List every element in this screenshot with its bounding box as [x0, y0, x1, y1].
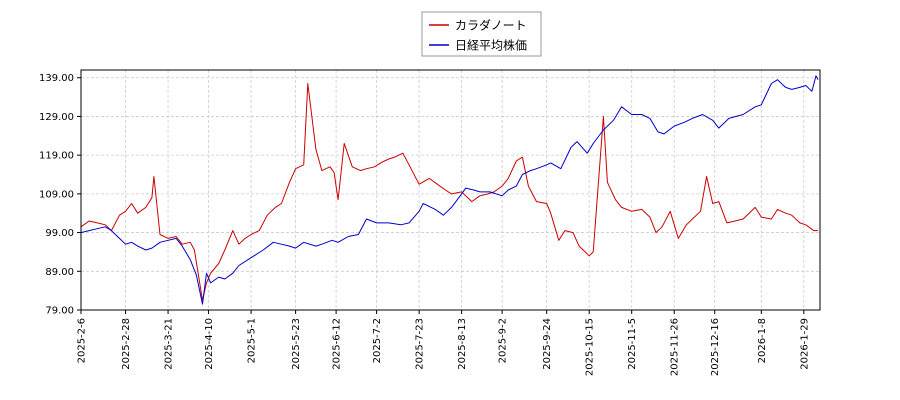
y-tick-label: 139.00: [39, 73, 74, 84]
x-tick-label: 2025-2-6: [77, 318, 88, 363]
x-tick-label: 2025-7-2: [372, 318, 383, 363]
legend: カラダノート 日経平均株価: [421, 11, 542, 57]
series-line-karadanote: [80, 83, 818, 301]
x-tick-label: 2025-11-26: [670, 318, 681, 376]
x-tick-label: 2025-8-13: [457, 318, 468, 370]
legend-label-karadanote: カラダノート: [455, 18, 527, 33]
x-tick-label: 2025-6-12: [332, 318, 343, 370]
legend-box: [421, 11, 542, 57]
x-tick-label: 2025-5-1: [247, 318, 258, 363]
y-tick-label: 99.00: [45, 228, 74, 239]
series-line-nikkei: [80, 75, 819, 305]
y-tick-label: 89.00: [45, 267, 74, 278]
series-lines: [80, 75, 819, 305]
x-tick-label: 2025-11-5: [627, 318, 638, 370]
x-tick-label: 2025-4-10: [204, 318, 215, 370]
x-tick-label: 2025-2-28: [121, 318, 132, 370]
legend-label-nikkei: 日経平均株価: [455, 38, 527, 53]
x-tick-label: 2025-7-23: [415, 318, 426, 370]
x-tick-label: 2025-12-16: [710, 318, 721, 376]
x-axis: 2025-2-6 2025-2-28 2025-3-21 2025-4-10 2025-…: [77, 310, 810, 376]
x-tick-label: 2026-1-8: [757, 318, 768, 363]
x-tick-label: 2025-3-21: [164, 318, 175, 370]
y-tick-label: 129.00: [39, 112, 74, 123]
y-axis: 79.00 89.00 99.00 109.00 119.00 129.00 139.00: [39, 73, 81, 317]
x-tick-label: 2025-10-15: [585, 318, 596, 376]
x-tick-label: 2026-1-29: [799, 318, 810, 370]
plot-frame: [80, 69, 821, 311]
y-tick-label: 109.00: [39, 189, 74, 200]
x-tick-label: 2025-9-2: [498, 318, 509, 363]
x-tick-label: 2025-9-24: [542, 318, 553, 370]
y-tick-label: 119.00: [39, 151, 74, 162]
x-tick-label: 2025-5-23: [291, 318, 302, 370]
grid: [80, 70, 820, 311]
y-tick-label: 79.00: [45, 306, 74, 317]
